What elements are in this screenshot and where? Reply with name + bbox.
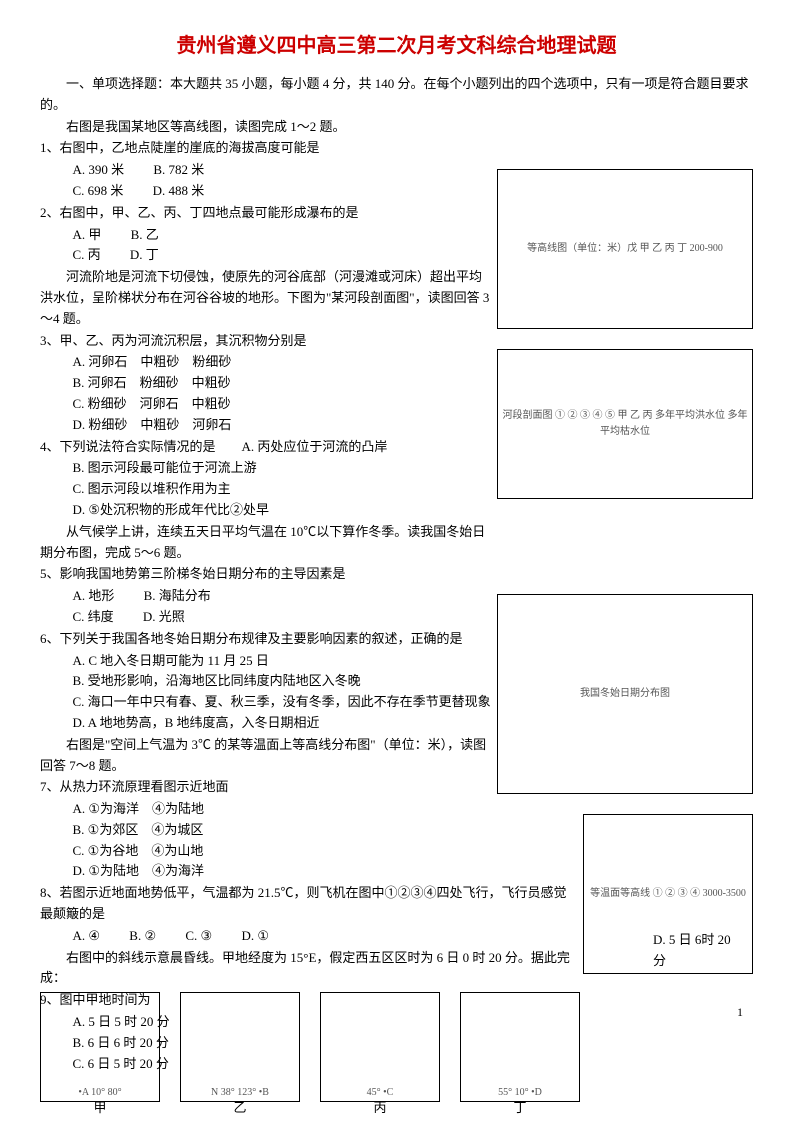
q1-c: C. 698 米 [73,181,124,202]
fig-label-ding: 丁 [513,1098,526,1119]
q3-stem: 3、甲、乙、丙为河流沉积层，其沉积物分别是 [40,331,490,352]
q6-options: A. C 地入冬日期可能为 11 月 25 日 B. 受地形影响，沿海地区比同纬… [40,651,490,734]
q9-d: D. 5 日 6时 20 分 [653,930,743,972]
q3-c: C. 粉细砂 河卵石 中粗砂 [73,394,491,415]
q4-options: B. 图示河段最可能位于河流上游 C. 图示河段以堆积作用为主 D. ⑤处沉积物… [40,458,490,520]
figure-small-yi: N 38° 123° •B 乙 [180,992,300,1102]
q7-options: A. ①为海洋 ④为陆地 B. ①为郊区 ④为城区 C. ①为谷地 ④为山地 D… [40,799,490,882]
q8-b: B. ② [129,926,156,947]
q4-c: C. 图示河段以堆积作用为主 [73,479,491,500]
q2-d: D. 丁 [130,245,159,266]
q8-stem: 8、若图示近地面地势低平，气温都为 21.5℃，则飞机在图中①②③④四处飞行，飞… [40,883,570,925]
q1-options: A. 390 米 B. 782 米 C. 698 米 D. 488 米 [40,160,490,202]
q7-c: C. ①为谷地 ④为山地 [73,841,491,862]
q8-a: A. ④ [73,926,101,947]
figure-small-jia: •A 10° 80° 甲 [40,992,160,1102]
q5-options: A. 地形 B. 海陆分布 C. 纬度 D. 光照 [40,586,490,628]
fig-label-jia: 甲 [93,1098,106,1119]
fig-label-bing: 丙 [373,1098,386,1119]
q4-b: B. 图示河段最可能位于河流上游 [73,458,491,479]
context-3: 从气候学上讲，连续五天日平均气温在 10℃以下算作冬季。读我国冬始日期分布图，完… [40,522,490,564]
q5-b: B. 海陆分布 [144,586,211,607]
q8-options: A. ④ B. ② C. ③ D. ① [40,926,490,947]
q6-a: A. C 地入冬日期可能为 11 月 25 日 [73,651,491,672]
q1-stem: 1、右图中，乙地点陡崖的崖底的海拔高度可能是 [40,138,490,159]
q8-d: D. ① [241,926,269,947]
figure-river-section: 河段剖面图 ① ② ③ ④ ⑤ 甲 乙 丙 多年平均洪水位 多年平均枯水位 [497,349,753,499]
context-1: 右图是我国某地区等高线图，读图完成 1～2 题。 [40,117,753,138]
figure-row-small: •A 10° 80° 甲 N 38° 123° •B 乙 45° •C 丙 55… [40,992,580,1102]
q7-stem: 7、从热力环流原理看图示近地面 [40,777,490,798]
q5-a: A. 地形 [73,586,115,607]
q6-d: D. A 地地势高，B 地纬度高，入冬日期相近 [73,713,491,734]
q4-d: D. ⑤处沉积物的形成年代比②处早 [73,500,491,521]
context-4: 右图是"空间上气温为 3℃ 的某等温面上等高线分布图"（单位：米），读图回答 7… [40,735,490,777]
q3-b: B. 河卵石 粉细砂 中粗砂 [73,373,491,394]
q5-c: C. 纬度 [73,607,114,628]
q2-options: A. 甲 B. 乙 C. 丙 D. 丁 [40,225,490,267]
q1-a: A. 390 米 [73,160,125,181]
q4-stem: 4、下列说法符合实际情况的是 A. 丙处应位于河流的凸岸 [40,437,490,458]
q2-c: C. 丙 [73,245,101,266]
q7-b: B. ①为郊区 ④为城区 [73,820,491,841]
q7-d: D. ①为陆地 ④为海洋 [73,861,491,882]
q2-b: B. 乙 [131,225,159,246]
q8-c: C. ③ [185,926,212,947]
q5-stem: 5、影响我国地势第三阶梯冬始日期分布的主导因素是 [40,564,490,585]
q3-options: A. 河卵石 中粗砂 粉细砂 B. 河卵石 粉细砂 中粗砂 C. 粉细砂 河卵石… [40,352,490,435]
q2-stem: 2、右图中，甲、乙、丙、丁四地点最可能形成瀑布的是 [40,203,490,224]
figure-winter-start-map: 我国冬始日期分布图 [497,594,753,794]
q3-d: D. 粉细砂 中粗砂 河卵石 [73,415,491,436]
context-5: 右图中的斜线示意晨昏线。甲地经度为 15°E，假定西五区区时为 6 日 0 时 … [40,948,570,990]
figure-small-bing: 45° •C 丙 [320,992,440,1102]
q1-d: D. 488 米 [153,181,205,202]
figure-contour-map: 等高线图（单位：米）戊 甲 乙 丙 丁 200-900 [497,169,753,329]
q5-d: D. 光照 [143,607,185,628]
q6-stem: 6、下列关于我国各地冬始日期分布规律及主要影响因素的叙述，正确的是 [40,629,490,650]
page-number: 1 [737,1003,743,1022]
q3-a: A. 河卵石 中粗砂 粉细砂 [73,352,491,373]
q1-b: B. 782 米 [153,160,204,181]
figure-small-ding: 55° 10° •D 丁 [460,992,580,1102]
context-2: 河流阶地是河流下切侵蚀，使原先的河谷底部（河漫滩或河床）超出平均洪水位，呈阶梯状… [40,267,490,329]
q6-b: B. 受地形影响，沿海地区比同纬度内陆地区入冬晚 [73,671,491,692]
q2-a: A. 甲 [73,225,102,246]
fig-label-yi: 乙 [233,1098,246,1119]
q6-c: C. 海口一年中只有春、夏、秋三季，没有冬季，因此不存在季节更替现象 [73,692,513,713]
section-intro: 一、单项选择题：本大题共 35 小题，每小题 4 分，共 140 分。在每个小题… [40,74,753,116]
q7-a: A. ①为海洋 ④为陆地 [73,799,491,820]
exam-title: 贵州省遵义四中高三第二次月考文科综合地理试题 [40,30,753,62]
